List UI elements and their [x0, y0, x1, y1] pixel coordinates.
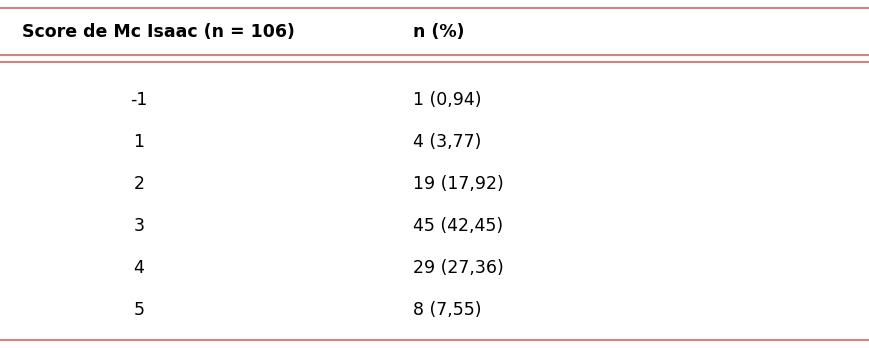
Text: Score de Mc Isaac (n = 106): Score de Mc Isaac (n = 106)	[22, 23, 295, 41]
Text: 2: 2	[134, 175, 144, 193]
Text: 4: 4	[134, 259, 144, 277]
Text: 45 (42,45): 45 (42,45)	[413, 217, 503, 235]
Text: -1: -1	[130, 91, 148, 109]
Text: 29 (27,36): 29 (27,36)	[413, 259, 503, 277]
Text: 1 (0,94): 1 (0,94)	[413, 91, 481, 109]
Text: 5: 5	[134, 301, 144, 319]
Text: 8 (7,55): 8 (7,55)	[413, 301, 481, 319]
Text: 3: 3	[134, 217, 144, 235]
Text: 1: 1	[134, 133, 144, 151]
Text: 19 (17,92): 19 (17,92)	[413, 175, 503, 193]
Text: n (%): n (%)	[413, 23, 464, 41]
Text: 4 (3,77): 4 (3,77)	[413, 133, 481, 151]
